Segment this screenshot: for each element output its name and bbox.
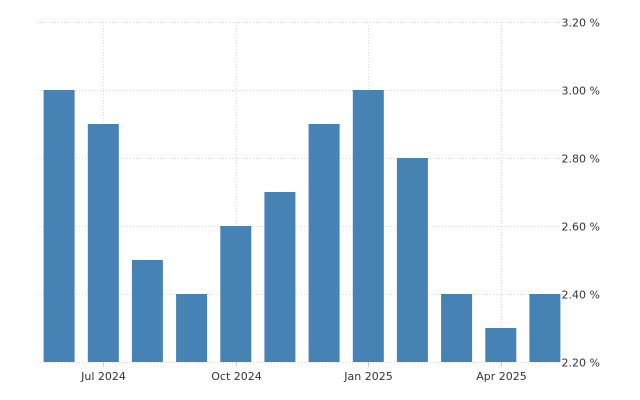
x-tick-label: Oct 2024 (211, 370, 262, 383)
bar-sep-2024 (176, 294, 208, 362)
y-tick-label: 3.20 % (562, 17, 600, 30)
bar-aug-2024 (131, 260, 163, 362)
y-tick-label: 3.00 % (562, 85, 600, 98)
bar-oct-2024 (220, 226, 252, 362)
x-tick-label: Apr 2025 (476, 370, 527, 383)
y-tick-label: 2.60 % (562, 221, 600, 234)
x-tick-label: Jan 2025 (343, 370, 392, 383)
bar-dec-2024 (308, 124, 340, 362)
y-tick-label: 2.40 % (562, 289, 600, 302)
x-tick-label: Jul 2024 (80, 370, 126, 383)
bar-feb-2025 (396, 158, 428, 362)
bar-jan-2025 (352, 90, 384, 362)
y-tick-label: 2.80 % (562, 153, 600, 166)
bar-mar-2025 (441, 294, 473, 362)
bar-apr-2025 (485, 328, 517, 362)
bar-jul-2024 (87, 124, 119, 362)
bars (43, 90, 561, 362)
grid-lines (37, 22, 567, 363)
x-axis-ticks: Jul 2024 Oct 2024 Jan 2025 Apr 2025 (80, 362, 527, 383)
bar-jun-2024 (43, 90, 75, 362)
y-axis-ticks: 2.20 % 2.40 % 2.60 % 2.80 % 3.00 % 3.20 % (562, 17, 600, 370)
bar-may-2025 (529, 294, 561, 362)
y-tick-label: 2.20 % (562, 357, 600, 370)
bar-nov-2024 (264, 192, 296, 362)
